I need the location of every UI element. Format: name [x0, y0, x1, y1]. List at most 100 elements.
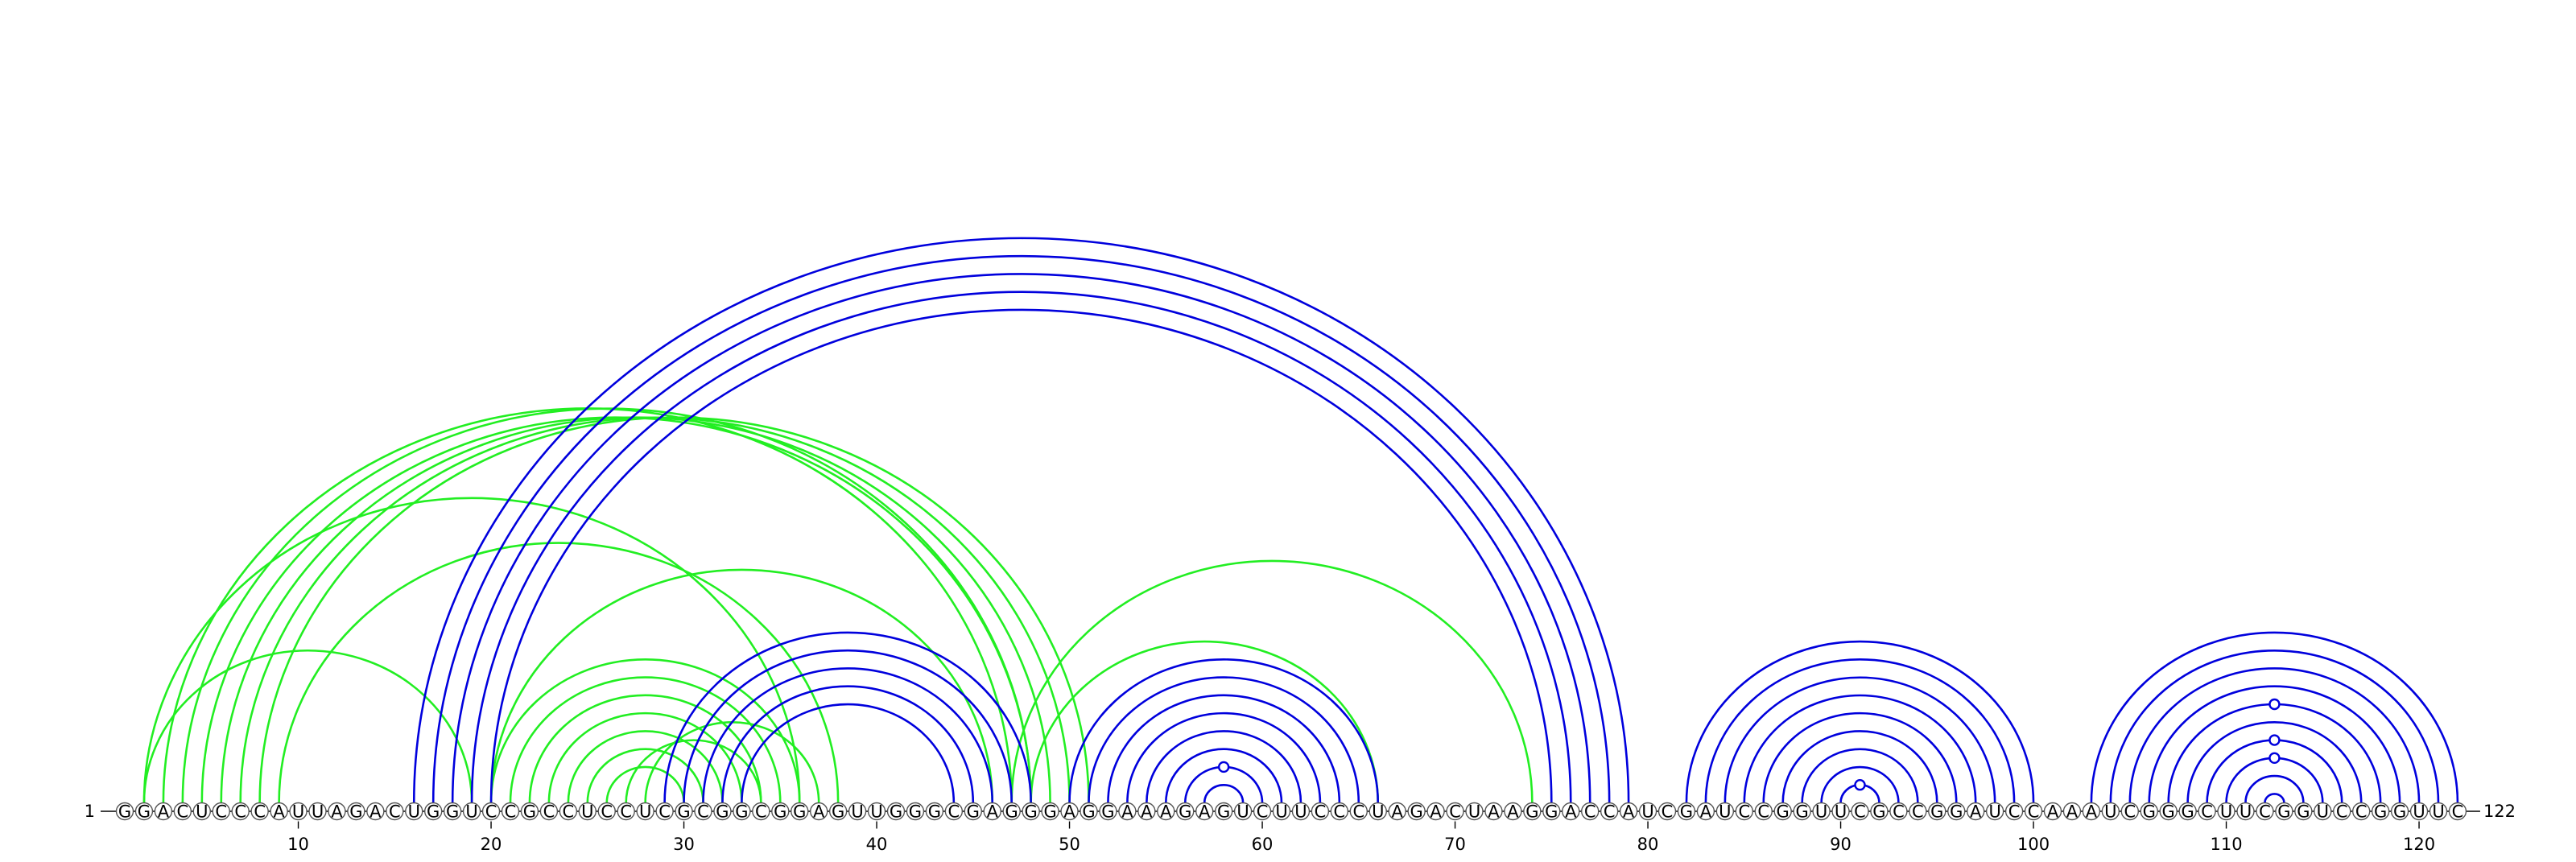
nucleotide: G: [1099, 802, 1117, 822]
green-base-pair-arc: [625, 739, 762, 803]
nucleotide-letter: C: [485, 802, 497, 822]
nucleotide: C: [481, 802, 501, 822]
nucleotide-letter: G: [138, 802, 151, 822]
nucleotide: A: [1426, 802, 1445, 822]
nucleotide: C: [1754, 802, 1773, 822]
nucleotide-letter: C: [2355, 802, 2368, 822]
nucleotide-circle: [1176, 802, 1195, 821]
nucleotide-letter: C: [389, 802, 401, 822]
nucleotide-circle: [1657, 802, 1677, 821]
nucleotide-letter: G: [1217, 802, 1230, 822]
nucleotide-circle: [1099, 802, 1117, 821]
nucleotide-letter: G: [2143, 802, 2156, 822]
nucleotide: A: [1696, 802, 1715, 822]
nucleotide-circle: [2409, 802, 2429, 821]
nucleotide-letter: G: [1680, 802, 1693, 822]
nucleotide-letter: G: [1410, 802, 1423, 822]
nucleotide-circle: [752, 802, 770, 821]
nucleotide-circle: [250, 802, 269, 821]
nucleotide-letter: C: [697, 802, 709, 822]
nucleotide-letter: A: [1430, 802, 1442, 822]
nucleotide-letter: C: [177, 802, 189, 822]
nucleotide-circle: [2120, 802, 2140, 821]
blue-base-pair-arc: [683, 649, 1013, 803]
blue-base-pair-arc: [431, 254, 1611, 803]
nucleotide-circle: [925, 802, 944, 821]
nucleotide-letter: U: [851, 802, 863, 822]
nucleotide-circle: [578, 802, 597, 821]
nucleotide: A: [2062, 802, 2082, 822]
nucleotide-letter: A: [2047, 802, 2059, 822]
nucleotide-letter: G: [1025, 802, 1038, 822]
loop-marker: [2268, 752, 2281, 765]
nucleotide: G: [2178, 802, 2197, 822]
nucleotide: G: [771, 802, 790, 822]
nucleotide: C: [1889, 802, 1908, 822]
nucleotide: A: [1060, 802, 1079, 822]
tick-label: 80: [1637, 835, 1659, 854]
nucleotide-circle: [2062, 802, 2082, 821]
nucleotide-circle: [1985, 802, 2004, 821]
nucleotide-circle: [1291, 802, 1311, 821]
nucleotide: U: [1638, 802, 1657, 822]
green-base-pair-arc: [142, 497, 801, 803]
nucleotide-letter: A: [1565, 802, 1577, 822]
nucleotide: A: [154, 802, 173, 822]
nucleotide-letter: C: [505, 802, 517, 822]
nucleotide: A: [2082, 802, 2101, 822]
nucleotide-circle: [1330, 802, 1349, 821]
nucleotide-circle: [771, 802, 790, 821]
nucleotide-letter: A: [1623, 802, 1635, 822]
nucleotide: U: [2429, 802, 2448, 822]
nucleotide-letter: A: [1199, 802, 1211, 822]
green-base-pair-arc: [142, 649, 473, 803]
nucleotide-letter: U: [2240, 802, 2252, 822]
nucleotide: G: [424, 802, 443, 822]
nucleotide-circle: [1812, 802, 1831, 821]
nucleotide-circle: [2101, 802, 2120, 821]
nucleotide-circle: [2140, 802, 2158, 821]
nucleotide-letter: C: [2008, 802, 2021, 822]
nucleotide-letter: U: [2220, 802, 2232, 822]
nucleotide-letter: G: [523, 802, 536, 822]
nucleotide: U: [1812, 802, 1831, 822]
nucleotide: A: [1966, 802, 1985, 822]
nucleotide: U: [636, 802, 654, 822]
nucleotide-letter: C: [1854, 802, 1866, 822]
nucleotide: C: [1330, 802, 1349, 822]
nucleotide-letter: C: [755, 802, 767, 822]
nucleotide-letter: A: [987, 802, 999, 822]
green-base-pair-arc: [220, 416, 1051, 803]
nucleotide-circle: [636, 802, 654, 821]
green-base-pair-arc: [1010, 559, 1534, 803]
nucleotide-letter: A: [2066, 802, 2079, 822]
nucleotide-letter: U: [2104, 802, 2116, 822]
nucleotide-letter: C: [2452, 802, 2464, 822]
nucleotide-letter: U: [2317, 802, 2329, 822]
nucleotide: U: [1368, 802, 1387, 822]
nucleotide: G: [2159, 802, 2178, 822]
nucleotide-letter: G: [2374, 802, 2387, 822]
blue-base-pair-arc: [1126, 711, 1322, 803]
nucleotide: A: [1504, 802, 1522, 822]
nucleotide-circle: [231, 802, 250, 821]
nucleotide-letter: C: [563, 802, 575, 822]
nucleotide-letter: U: [1468, 802, 1480, 822]
tick-label: 60: [1252, 835, 1274, 854]
nucleotide-circle: [694, 802, 712, 821]
blue-base-pair-arc: [2128, 667, 2421, 803]
nucleotide-letter: C: [215, 802, 227, 822]
nucleotide-letter: G: [2393, 802, 2406, 822]
blue-base-pair-arc: [1762, 711, 1958, 803]
nucleotide: U: [2101, 802, 2120, 822]
nucleotide: C: [173, 802, 192, 822]
nucleotide: U: [289, 802, 308, 822]
nucleotide-letter: G: [1179, 802, 1191, 822]
tick-label: 110: [2211, 835, 2243, 854]
nucleotide-letter: C: [1757, 802, 1769, 822]
nucleotide-letter: U: [870, 802, 882, 822]
nucleotide-circle: [733, 802, 751, 821]
nucleotide-letter: U: [1988, 802, 2000, 822]
nucleotide-circle: [2314, 802, 2332, 821]
nucleotide: U: [1715, 802, 1735, 822]
